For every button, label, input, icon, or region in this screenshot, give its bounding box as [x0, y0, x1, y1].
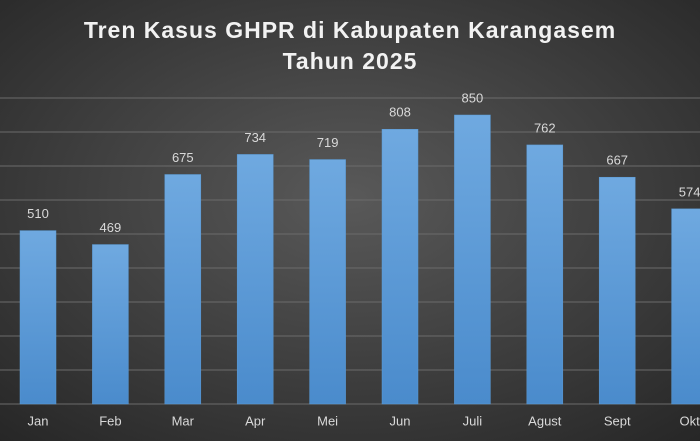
value-label: 574 — [679, 184, 700, 199]
bar — [164, 174, 202, 405]
value-label: 667 — [606, 153, 628, 168]
value-label: 469 — [100, 220, 122, 235]
bar — [92, 244, 129, 405]
x-tick-label: Mei — [317, 413, 338, 428]
x-tick-label: Juli — [463, 413, 483, 428]
value-label: 675 — [172, 150, 194, 165]
value-label: 850 — [462, 90, 484, 105]
chart-title: Tren Kasus GHPR di Kabupaten Karangasem — [84, 17, 616, 43]
bar — [19, 230, 57, 405]
x-tick-label: Okt — [679, 413, 700, 428]
x-tick-label: Agust — [528, 413, 562, 428]
x-tick-label: Jun — [390, 413, 411, 428]
x-tick-label: Sept — [604, 413, 631, 428]
bar — [381, 129, 419, 405]
value-label: 734 — [244, 130, 266, 145]
value-label: 719 — [317, 135, 339, 150]
bar — [598, 176, 636, 405]
value-label: 762 — [534, 120, 556, 135]
value-label: 510 — [27, 206, 49, 221]
bar — [454, 114, 491, 405]
bar — [526, 144, 564, 405]
x-tick-label: Jan — [28, 413, 49, 428]
x-tick-label: Feb — [99, 413, 121, 428]
value-label: 808 — [389, 105, 411, 120]
bar — [309, 159, 346, 405]
chart-subtitle: Tahun 2025 — [283, 48, 418, 74]
x-tick-label: Apr — [245, 413, 266, 428]
bar — [236, 154, 274, 405]
bar — [671, 208, 700, 405]
x-tick-label: Mar — [172, 413, 195, 428]
